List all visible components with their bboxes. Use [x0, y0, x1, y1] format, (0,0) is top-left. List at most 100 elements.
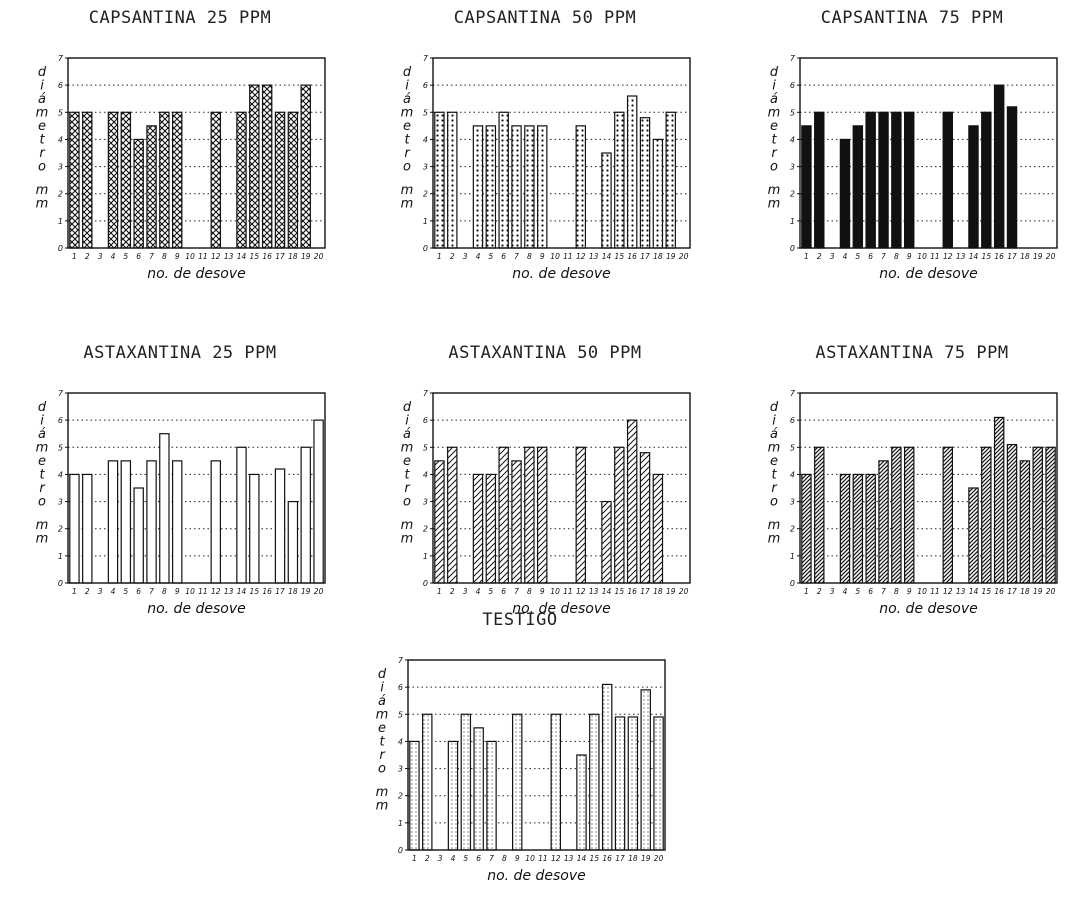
y-tick-label: 0: [790, 244, 795, 253]
bar-15: [614, 446, 625, 584]
x-tick-label: 11: [930, 587, 940, 596]
x-tick-label: 1: [412, 854, 417, 863]
x-tick-label: 7: [881, 587, 886, 596]
bar-14: [236, 446, 247, 584]
y-tick-label: 2: [423, 525, 428, 534]
bar-1: [69, 111, 80, 249]
bar-4: [107, 111, 119, 249]
x-tick-label: 3: [438, 854, 443, 863]
y-tick-label: 2: [58, 525, 63, 534]
x-tick-label: 20: [1046, 587, 1056, 596]
y-tick-label: 7: [790, 389, 796, 398]
y-tick-label: 7: [423, 54, 429, 63]
x-tick-label: 11: [198, 252, 208, 261]
x-tick-label: 17: [1007, 587, 1017, 596]
bar-9: [171, 111, 183, 249]
x-tick-label: 12: [943, 252, 953, 261]
bar-15: [589, 713, 600, 851]
x-tick-label: 1: [437, 587, 442, 596]
x-tick-label: 16: [262, 587, 272, 596]
chart-panel-capsantina-50: CAPSANTINA 50 PPM 0 1 2 3 4 5 6 7 1 2 3 4 5 6 7 8 9 10 11 1…: [395, 8, 695, 298]
x-tick-label: 14: [237, 252, 247, 261]
y-tick-label: 7: [398, 656, 404, 665]
x-tick-label: 4: [476, 587, 481, 596]
bar-7: [878, 111, 889, 249]
x-tick-label: 1: [804, 587, 809, 596]
x-tick-label: 9: [540, 587, 545, 596]
x-tick-label: 18: [653, 587, 663, 596]
x-tick-label: 2: [450, 252, 455, 261]
x-tick-label: 2: [85, 587, 90, 596]
bar-2: [447, 111, 458, 249]
x-tick-label: 3: [463, 252, 468, 261]
x-tick-label: 6: [501, 587, 506, 596]
bar-8: [891, 446, 902, 584]
x-tick-label: 5: [488, 587, 493, 596]
bar-19: [665, 111, 676, 249]
y-tick-label: 7: [58, 54, 64, 63]
x-tick-label: 10: [185, 252, 195, 261]
bar-7: [511, 125, 522, 249]
bar-20: [313, 419, 324, 584]
y-tick-label: 5: [790, 108, 795, 117]
x-tick-label: 20: [679, 252, 689, 261]
bar-2: [814, 446, 825, 584]
chart-title: CAPSANTINA 25 PPM: [88, 8, 272, 28]
bar-1: [409, 740, 420, 851]
bar-19: [300, 446, 311, 584]
chart-panel-testigo: TESTIGO 0 1 2 3 4 5 6 7 1 2 3 4 5 6 7 8 9 10 11 12 13 14 15 16 1…: [370, 610, 670, 900]
x-tick-label: 6: [476, 854, 481, 863]
bar-5: [120, 460, 132, 584]
x-tick-label: 19: [641, 854, 651, 863]
y-tick-label: 7: [58, 389, 64, 398]
x-tick-label: 19: [301, 252, 311, 261]
x-tick-label: 5: [855, 587, 860, 596]
x-axis-label: no. de desove: [879, 266, 978, 282]
x-tick-label: 18: [288, 587, 298, 596]
y-tick-label: 6: [790, 416, 795, 425]
x-tick-label: 9: [907, 252, 912, 261]
x-tick-label: 7: [149, 587, 154, 596]
bar-5: [485, 125, 497, 249]
bar-18: [627, 716, 639, 851]
x-tick-label: 1: [804, 252, 809, 261]
chart-title: CAPSANTINA 75 PPM: [820, 8, 1004, 28]
chart-title: CAPSANTINA 50 PPM: [453, 8, 637, 28]
x-tick-label: 19: [666, 252, 676, 261]
x-tick-label: 2: [450, 587, 455, 596]
x-tick-label: 3: [463, 587, 468, 596]
bar-8: [159, 111, 170, 249]
bar-5: [852, 125, 864, 249]
x-tick-label: 20: [679, 587, 689, 596]
bar-12: [210, 460, 222, 584]
y-tick-label: 6: [423, 416, 428, 425]
bar-16: [601, 683, 613, 851]
x-tick-label: 7: [489, 854, 494, 863]
x-tick-label: 11: [563, 252, 573, 261]
bar-14: [968, 125, 979, 249]
bar-14: [236, 111, 247, 249]
x-axis-label: no. de desove: [512, 266, 611, 282]
bar-15: [249, 84, 260, 249]
x-tick-label: 12: [211, 252, 221, 261]
x-tick-label: 10: [185, 587, 195, 596]
y-tick-label: 6: [58, 416, 63, 425]
x-tick-label: 17: [275, 252, 285, 261]
x-tick-label: 10: [917, 252, 927, 261]
bar-7: [511, 460, 522, 584]
bar-6: [865, 473, 876, 584]
bar-4: [839, 138, 851, 249]
bar-14: [576, 754, 587, 851]
bar-17: [639, 117, 651, 249]
x-tick-label: 14: [237, 587, 247, 596]
plot-frame: [799, 57, 1058, 249]
x-tick-label: 13: [589, 252, 599, 261]
bar-1: [801, 473, 812, 584]
